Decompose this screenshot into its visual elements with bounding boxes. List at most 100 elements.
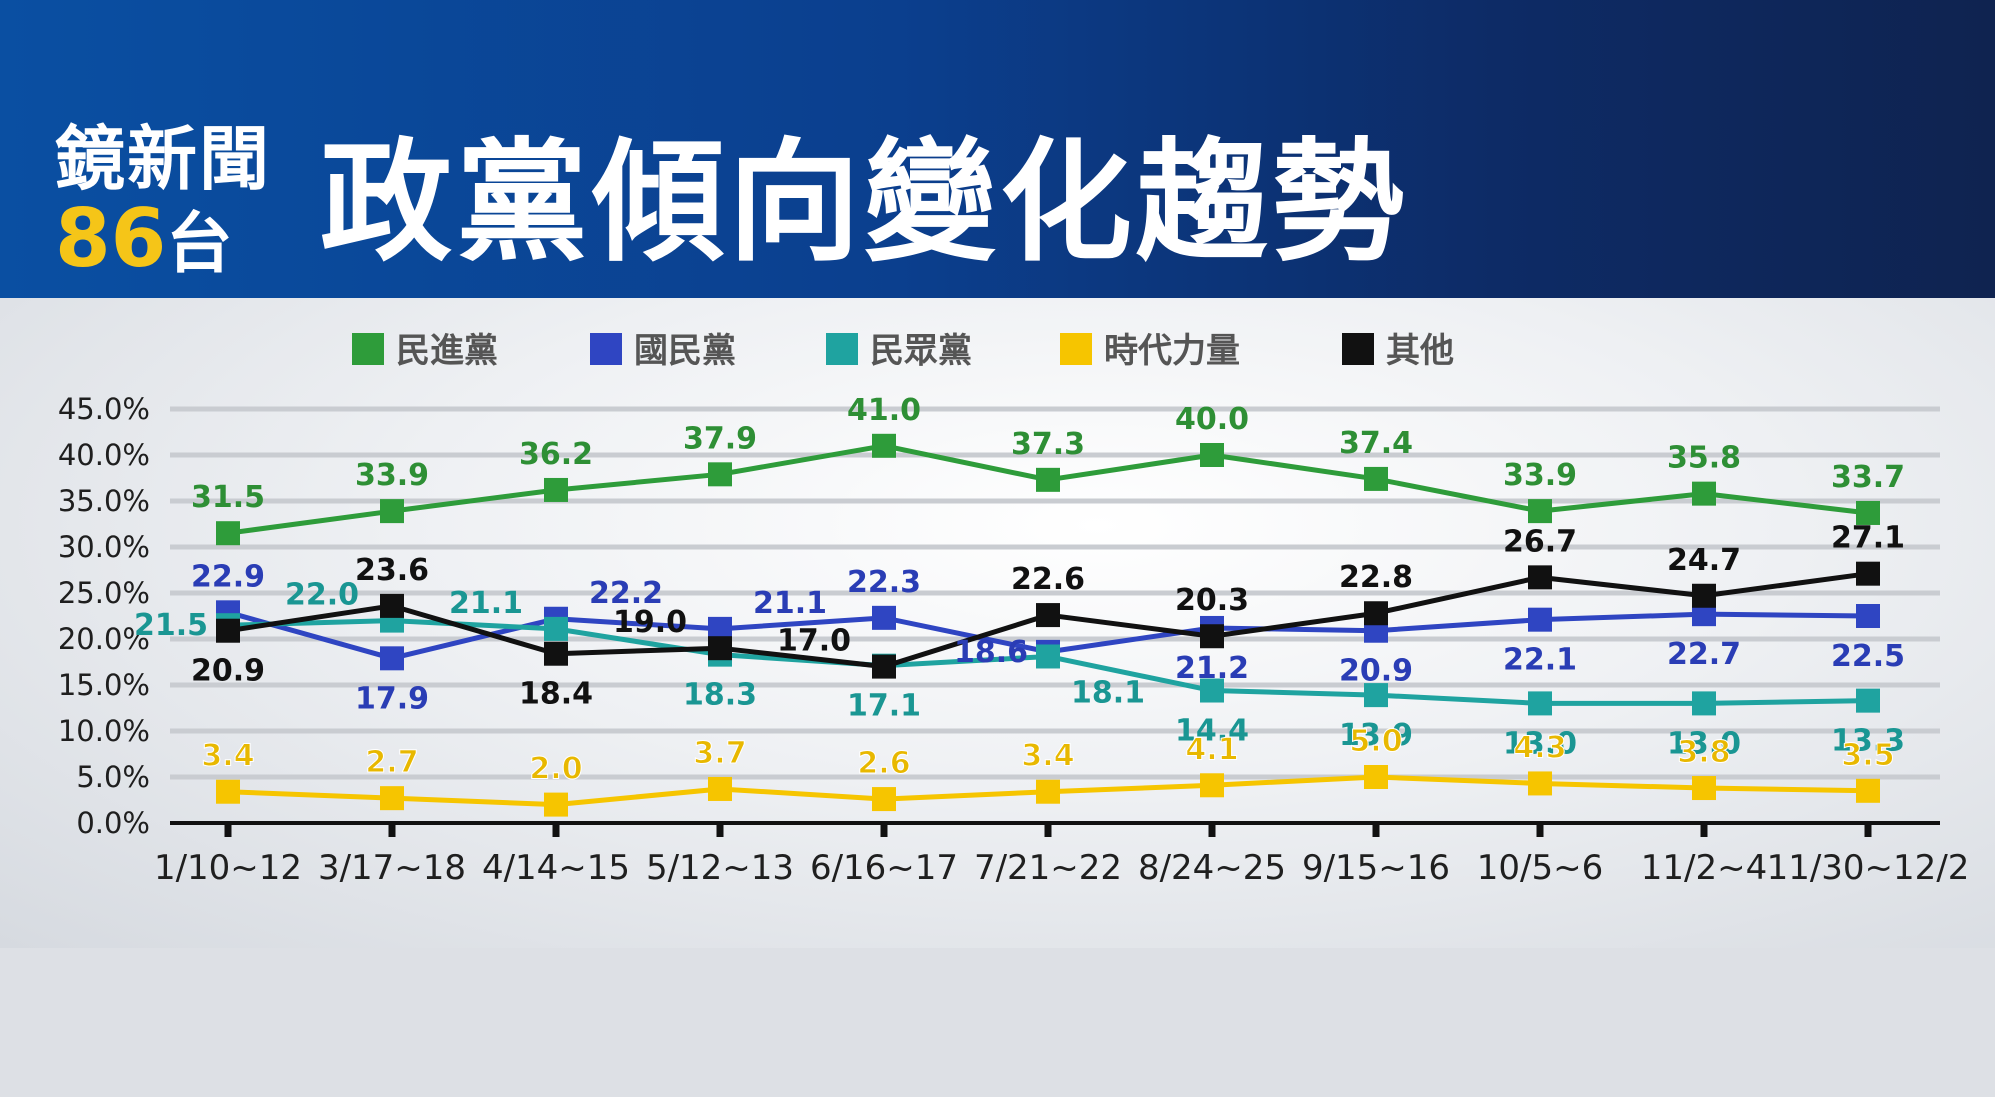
data-point (1692, 481, 1716, 506)
data-label: 20.3 (1175, 583, 1249, 618)
data-point (1856, 688, 1880, 713)
data-label: 4.1 (1185, 732, 1238, 767)
data-point (708, 462, 732, 487)
brand-channel: 86台 (55, 198, 285, 302)
data-label: 22.3 (847, 565, 921, 600)
data-point (380, 499, 404, 524)
legend-swatch (590, 333, 622, 365)
data-point (1036, 467, 1060, 492)
data-point (544, 792, 568, 817)
data-label: 2.7 (365, 745, 418, 780)
data-label: 36.2 (519, 437, 593, 472)
data-label: 18.6 (954, 635, 1028, 670)
data-label: 41.0 (847, 393, 921, 428)
data-label: 31.5 (191, 480, 265, 515)
data-point (1036, 644, 1060, 669)
data-label: 24.7 (1667, 543, 1741, 578)
data-point (1036, 603, 1060, 628)
data-label: 22.5 (1831, 639, 1905, 674)
data-point (708, 636, 732, 661)
data-label: 22.0 (285, 578, 359, 613)
data-label: 18.4 (519, 677, 593, 712)
data-point (1528, 771, 1552, 796)
data-label: 17.1 (847, 689, 921, 724)
brand-name: 鏡新聞 (55, 118, 271, 200)
brand-channel-number: 86 (55, 192, 167, 285)
x-tick-label: 10/5~6 (1477, 848, 1603, 888)
brand-channel-suffix: 台 (166, 205, 233, 282)
legend-swatch (352, 333, 384, 365)
x-tick-label: 3/17~18 (318, 848, 466, 888)
data-label: 22.1 (1503, 643, 1577, 678)
data-point (1856, 561, 1880, 586)
data-point (1856, 604, 1880, 628)
data-label: 13.3 (1831, 724, 1905, 759)
data-point (1200, 678, 1224, 703)
data-label: 33.9 (1503, 458, 1577, 493)
data-label: 23.6 (355, 553, 429, 588)
data-label: 19.0 (613, 605, 687, 640)
x-tick-label: 5/12~13 (646, 848, 794, 888)
data-label: 13.0 (1503, 726, 1577, 761)
y-tick-label: 30.0% (58, 530, 150, 564)
x-tick-label: 1/10~12 (154, 848, 302, 888)
data-label: 21.5 (134, 608, 208, 643)
x-tick-label: 7/21~22 (974, 848, 1122, 888)
data-label: 20.9 (191, 654, 265, 689)
data-point (1528, 691, 1552, 716)
y-tick-label: 25.0% (58, 576, 150, 610)
data-label: 22.6 (1011, 562, 1085, 597)
x-tick-label: 11/2~4 (1641, 848, 1767, 888)
data-label: 3.4 (1021, 739, 1074, 774)
data-label: 40.0 (1175, 402, 1249, 437)
data-label: 22.9 (191, 559, 265, 594)
data-point (544, 477, 568, 502)
x-tick-label: 6/16~17 (810, 848, 958, 888)
data-point (1528, 607, 1552, 632)
footer-band (0, 948, 1995, 1097)
legend-swatch (826, 333, 858, 365)
data-label: 18.3 (683, 678, 757, 713)
data-label: 17.9 (355, 681, 429, 716)
data-label: 18.1 (1071, 675, 1145, 710)
data-label: 35.8 (1667, 441, 1741, 476)
data-label: 3.4 (201, 739, 254, 774)
data-label: 20.9 (1339, 654, 1413, 689)
y-tick-label: 40.0% (58, 438, 150, 472)
y-tick-label: 0.0% (76, 806, 150, 840)
data-label: 37.3 (1011, 427, 1085, 462)
x-tick-label: 11/30~12/2 (1767, 848, 1970, 888)
data-label: 26.7 (1503, 524, 1577, 559)
header-banner: 鏡新聞 86台 政黨傾向變化趨勢 (0, 0, 1995, 298)
data-label: 17.0 (777, 624, 851, 659)
data-label: 22.8 (1339, 560, 1413, 595)
data-point (872, 787, 896, 812)
data-label: 2.0 (529, 752, 582, 787)
data-label: 27.1 (1831, 521, 1905, 556)
data-label: 21.1 (449, 586, 523, 621)
data-point (1200, 443, 1224, 467)
data-label: 13.9 (1339, 718, 1413, 753)
data-label: 37.9 (683, 421, 757, 456)
legend-label: 民眾黨 (870, 331, 972, 371)
y-tick-label: 10.0% (58, 714, 150, 748)
data-point (1200, 624, 1224, 649)
data-point (872, 605, 896, 630)
data-point (1200, 773, 1224, 798)
legend-label: 時代力量 (1104, 331, 1240, 371)
legend-label: 民進黨 (396, 331, 498, 371)
data-point (1692, 776, 1716, 801)
data-point (216, 521, 240, 546)
data-label: 13.0 (1667, 726, 1741, 761)
data-label: 3.7 (693, 736, 746, 771)
data-point (380, 593, 404, 618)
data-point (1856, 500, 1880, 525)
data-label: 4.3 (1513, 730, 1566, 765)
legend-label: 國民黨 (634, 331, 736, 371)
data-point (872, 433, 896, 458)
brand-logo: 鏡新聞 86台 (55, 120, 285, 302)
data-label: 14.4 (1175, 714, 1249, 749)
y-tick-label: 45.0% (58, 392, 150, 426)
page-title: 政黨傾向變化趨勢 (320, 125, 1408, 280)
